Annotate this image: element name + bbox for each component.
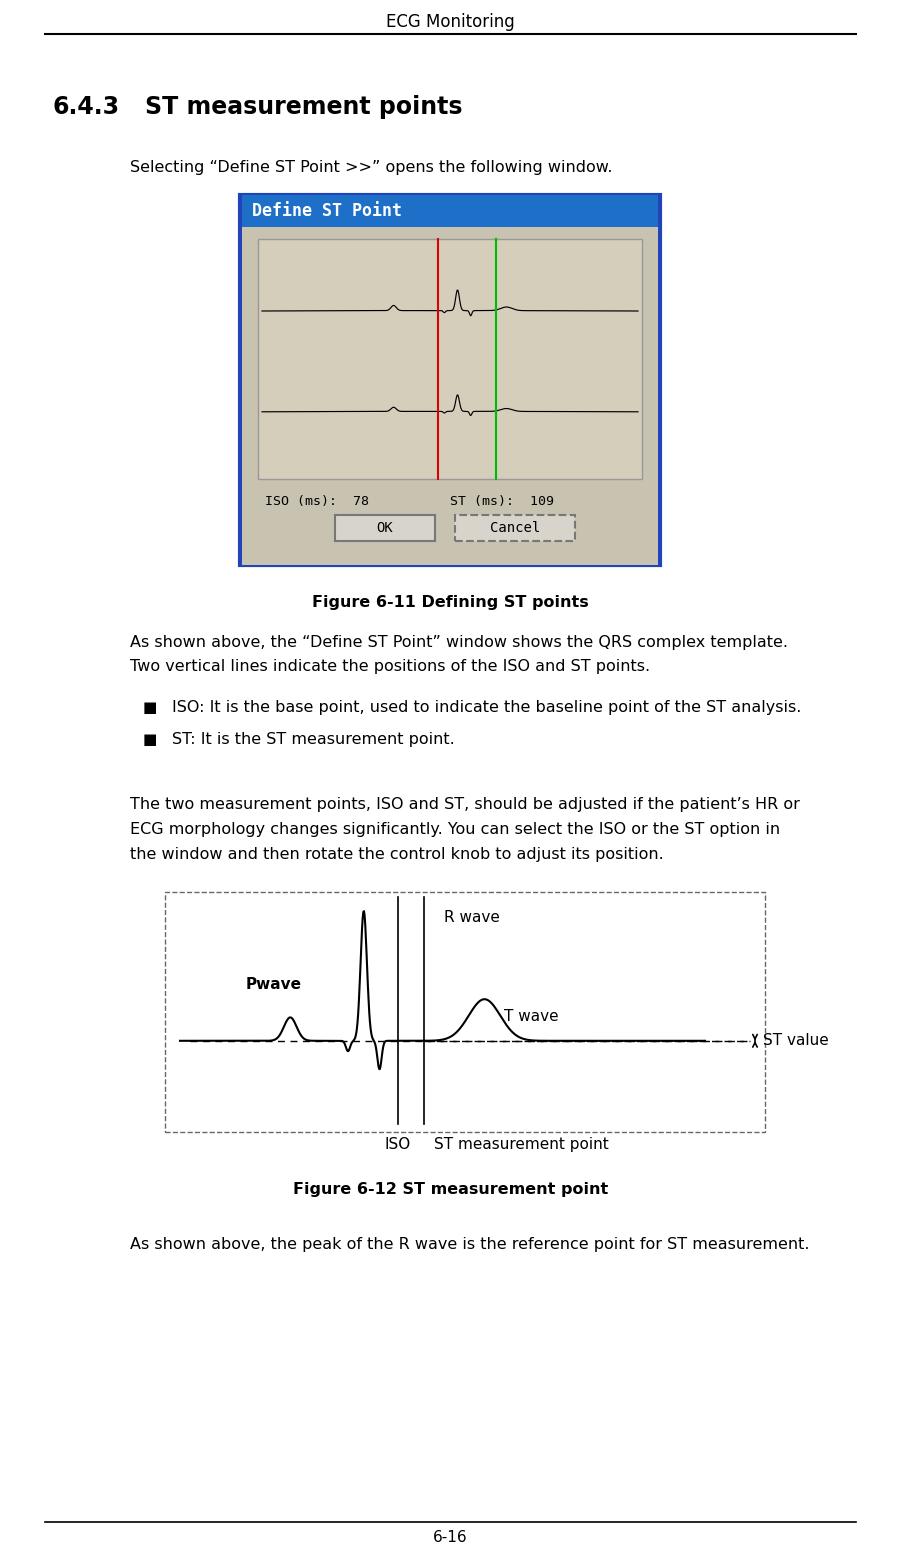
Text: Figure 6-11 Defining ST points: Figure 6-11 Defining ST points: [312, 594, 589, 610]
Text: As shown above, the peak of the R wave is the reference point for ST measurement: As shown above, the peak of the R wave i…: [130, 1237, 809, 1252]
Text: ST: It is the ST measurement point.: ST: It is the ST measurement point.: [172, 733, 455, 747]
Bar: [165, 892, 765, 1131]
Text: ST (ms):  109: ST (ms): 109: [450, 495, 554, 508]
Bar: [242, 196, 658, 227]
Text: Pwave: Pwave: [245, 978, 301, 992]
Text: Define ST Point: Define ST Point: [252, 202, 402, 220]
Text: OK: OK: [377, 521, 394, 535]
Text: ECG morphology changes significantly. You can select the ISO or the ST option in: ECG morphology changes significantly. Yo…: [130, 823, 780, 837]
Bar: [335, 515, 435, 542]
Text: As shown above, the “Define ST Point” window shows the QRS complex template.: As shown above, the “Define ST Point” wi…: [130, 635, 788, 650]
Text: Selecting “Define ST Point >>” opens the following window.: Selecting “Define ST Point >>” opens the…: [130, 160, 613, 175]
Text: T wave: T wave: [505, 1009, 560, 1024]
Bar: [242, 227, 658, 565]
Text: ■: ■: [143, 700, 158, 715]
Text: ST measurement point: ST measurement point: [434, 1138, 609, 1152]
Text: ECG Monitoring: ECG Monitoring: [387, 12, 514, 31]
Text: the window and then rotate the control knob to adjust its position.: the window and then rotate the control k…: [130, 847, 664, 861]
Text: ■: ■: [143, 733, 158, 747]
Bar: [240, 196, 660, 565]
Text: R wave: R wave: [444, 909, 500, 925]
Text: ST value: ST value: [763, 1034, 829, 1048]
Text: Cancel: Cancel: [490, 521, 540, 535]
Text: The two measurement points, ISO and ST, should be adjusted if the patient’s HR o: The two measurement points, ISO and ST, …: [130, 798, 800, 812]
Text: ST measurement points: ST measurement points: [145, 95, 462, 120]
Bar: [455, 515, 575, 542]
Text: 6-16: 6-16: [433, 1530, 468, 1546]
Bar: [258, 239, 642, 480]
Text: Figure 6-12 ST measurement point: Figure 6-12 ST measurement point: [293, 1183, 608, 1197]
Text: Two vertical lines indicate the positions of the ISO and ST points.: Two vertical lines indicate the position…: [130, 660, 651, 674]
Text: ISO: It is the base point, used to indicate the baseline point of the ST analysi: ISO: It is the base point, used to indic…: [172, 700, 801, 715]
Text: ISO: ISO: [385, 1138, 411, 1152]
Text: ISO (ms):  78: ISO (ms): 78: [265, 495, 369, 508]
Text: 6.4.3: 6.4.3: [52, 95, 119, 120]
